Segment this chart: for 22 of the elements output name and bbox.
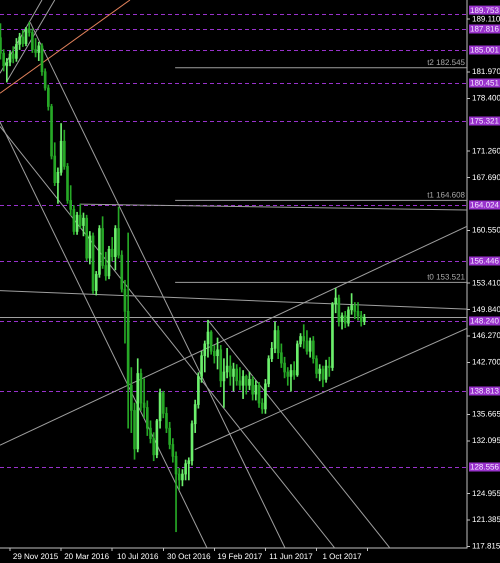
x-tick-label: 20 Mar 2016	[64, 552, 110, 562]
ref-line-label: 156.446	[470, 256, 500, 266]
x-tick-label: 10 Jul 2016	[117, 552, 159, 562]
ref-line-label: 175.321	[470, 116, 500, 126]
ref-line-label: 187.816	[470, 24, 500, 34]
y-tick-label: 189.110	[472, 14, 500, 24]
annotation: t2 182.545	[427, 58, 466, 67]
annotation: t0 153.521	[427, 272, 466, 282]
ref-line-label: 138.813	[470, 386, 500, 396]
ref-line-label: 180.451	[470, 78, 500, 88]
ref-line-label: 189.753	[470, 6, 500, 15]
ref-line-label: 185.001	[470, 46, 500, 55]
ref-line-label: 128.556	[470, 462, 500, 472]
x-tick-label: 1 Oct 2017	[322, 552, 362, 562]
x-tick-label: 29 Nov 2015	[12, 552, 59, 562]
ref-line-label: 164.024	[470, 200, 500, 210]
x-tick-label: 11 Jun 2017	[269, 552, 314, 562]
annotation: t1 164.608	[427, 190, 466, 200]
y-tick-label: 117.815	[472, 542, 500, 551]
ref-line-label: 148.240	[470, 316, 500, 326]
x-tick-label: 19 Feb 2017	[217, 552, 263, 562]
x-tick-label: 30 Oct 2016	[167, 552, 212, 562]
